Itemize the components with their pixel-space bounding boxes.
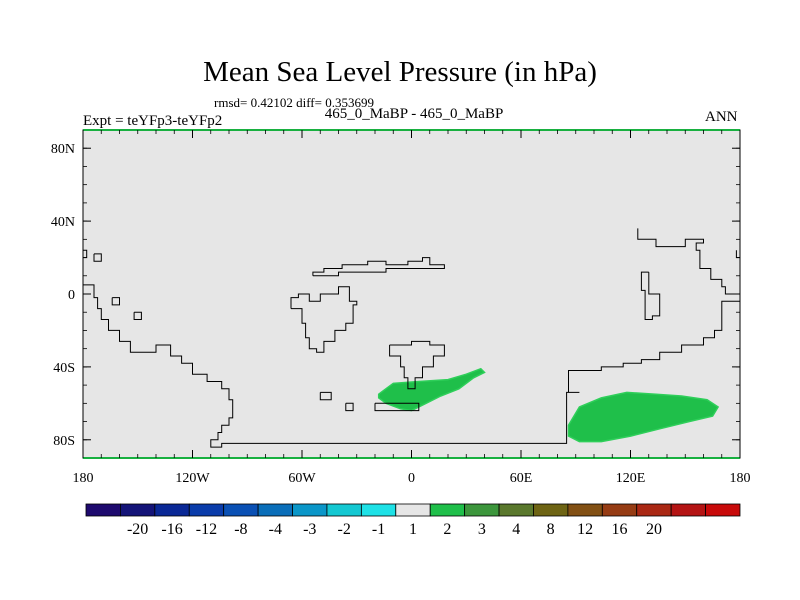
colorbar-swatch [601, 503, 638, 517]
colorbar-label: 3 [478, 521, 486, 538]
y-tick-label: 0 [68, 288, 75, 303]
colorbar-swatch [395, 503, 431, 517]
coastline-east-asia-coast [568, 300, 740, 393]
colorbar-label: 8 [547, 521, 555, 538]
colorbar-swatch [292, 503, 328, 517]
y-tick-label: 40N [51, 215, 75, 230]
colorbar-label: 2 [443, 521, 451, 538]
colorbar-swatch [223, 503, 259, 517]
colorbar-swatch [429, 503, 466, 517]
colorbar-swatch [85, 503, 121, 517]
anomaly-region-south-indian [567, 391, 720, 443]
season-label: ANN [705, 109, 738, 125]
x-axis: 180 120W 60W 0 60E 120E 180 [73, 130, 751, 486]
colorbar-label: -16 [161, 521, 182, 538]
colorbar-swatch [188, 503, 225, 517]
anomaly-region-south-atlantic [377, 367, 486, 412]
colorbar-label: -12 [196, 521, 217, 538]
x-tick-label: 120W [175, 471, 210, 486]
coastline-south-atlantic-box [374, 402, 420, 412]
x-tick-label: 120E [616, 471, 646, 486]
colorbar-swatch [567, 503, 603, 517]
coastline-north-atlantic-strip [312, 257, 445, 277]
colorbar: -20 -16 -12 -8 -4 -3 -2 -1 1 2 3 4 8 12 16 20 [85, 503, 741, 538]
colorbar-swatch [154, 503, 190, 517]
colorbar-swatch [498, 503, 534, 517]
colorbar-label: 20 [646, 521, 662, 538]
coastline-east-pacific-coast [83, 284, 580, 448]
colorbar-swatch [360, 503, 397, 517]
x-tick-label: 60E [510, 471, 533, 486]
coastline-eurasia-east [637, 228, 740, 295]
colorbar-swatch [670, 503, 706, 517]
y-tick-label: 40S [53, 361, 75, 376]
stats-label: rmsd= 0.42102 diff= 0.353699 [214, 95, 374, 110]
coastline-south-atlantic-island [319, 391, 332, 401]
coastline-atlantic-basin [290, 286, 358, 353]
colorbar-label: 1 [409, 521, 417, 538]
colorbar-label: -20 [127, 521, 148, 538]
x-tick-label: 180 [730, 471, 751, 486]
y-tick-label: 80S [53, 434, 75, 449]
colorbar-swatch [257, 503, 293, 517]
x-tick-label: 180 [73, 471, 94, 486]
y-tick-label: 80N [51, 142, 75, 157]
coastline-pacific-islet-west [93, 253, 102, 262]
colorbar-label: 12 [577, 521, 593, 538]
coastline-pacific-islet-mid [133, 311, 142, 320]
chart-title: Mean Sea Level Pressure (in hPa) [203, 56, 597, 88]
colorbar-label: 4 [512, 521, 520, 538]
y-axis: 80N 40N 0 40S 80S [51, 142, 740, 449]
colorbar-label: 16 [612, 521, 628, 538]
coastline-mid-pacific-island [640, 271, 661, 320]
colorbar-swatch [636, 503, 672, 517]
colorbar-label: -2 [337, 521, 350, 538]
coastline-layer [83, 228, 740, 448]
colorbar-label: -4 [269, 521, 282, 538]
x-tick-label: 60W [288, 471, 316, 486]
colorbar-swatch [533, 503, 569, 517]
colorbar-swatch [464, 503, 500, 517]
colorbar-label: -3 [303, 521, 316, 538]
colorbar-label: -1 [372, 521, 385, 538]
experiment-label: Expt = teYFp3-teYFp2 [83, 113, 223, 129]
coastline-small-islet [345, 402, 354, 412]
colorbar-label: -8 [234, 521, 247, 538]
colorbar-swatch [326, 503, 362, 517]
positive-anomaly-layer [377, 367, 720, 443]
coastline-pacific-islet-small [111, 297, 120, 306]
x-tick-label: 0 [408, 471, 415, 486]
coastline-southern-africa [389, 340, 445, 390]
colorbar-swatch [120, 503, 156, 517]
period-label: 465_0_MaBP - 465_0_MaBP [324, 106, 504, 122]
colorbar-swatch [705, 503, 741, 517]
